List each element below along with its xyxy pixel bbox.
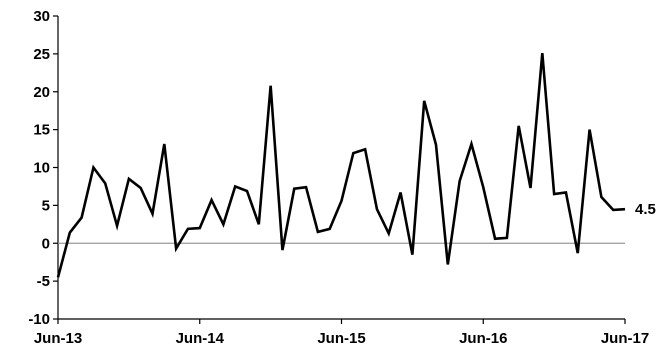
y-tick-label: -10 xyxy=(28,311,50,328)
y-tick-label: 25 xyxy=(33,46,50,63)
series-layer xyxy=(56,53,626,278)
x-tick-label: Jun-15 xyxy=(317,330,365,347)
x-tick-label: Jun-13 xyxy=(34,330,82,347)
y-tick-label: 10 xyxy=(33,160,50,177)
y-axis-ticks: 30 25 20 15 10 5 0 -5 -10 xyxy=(28,8,58,328)
series-line xyxy=(56,53,626,278)
y-tick-label: 20 xyxy=(33,84,50,101)
y-tick-label: 0 xyxy=(42,235,50,252)
y-tick-label: 30 xyxy=(33,8,50,25)
y-tick-label: 15 xyxy=(33,122,50,139)
x-axis-ticks: Jun-13 Jun-14 Jun-15 Jun-16 Jun-17 xyxy=(34,319,649,347)
x-tick-label: Jun-17 xyxy=(601,330,649,347)
y-tick-label: -5 xyxy=(37,273,50,290)
x-tick-label: Jun-14 xyxy=(176,330,225,347)
y-tick-label: 5 xyxy=(42,197,50,214)
last-value-label: 4.5 xyxy=(635,201,656,218)
chart-axes xyxy=(57,16,625,320)
x-tick-label: Jun-16 xyxy=(459,330,507,347)
